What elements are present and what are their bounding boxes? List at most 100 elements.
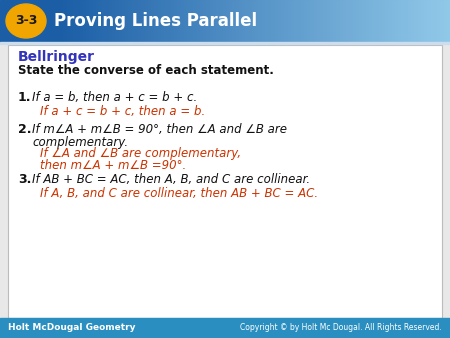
Bar [203,0,207,42]
Bar [197,0,200,42]
Bar [0,42,450,44]
Text: If a = b, then a + c = b + c.: If a = b, then a + c = b + c. [32,91,197,104]
Bar [388,0,392,42]
Bar [323,0,327,42]
Bar [427,0,431,42]
Bar [80,0,83,42]
Bar [320,0,324,42]
Bar [359,0,363,42]
Bar [265,0,269,42]
Bar [200,0,203,42]
Bar [73,0,77,42]
FancyBboxPatch shape [8,45,442,318]
Bar [242,0,246,42]
Bar [284,0,288,42]
Bar [440,0,444,42]
Bar [418,0,421,42]
Bar [135,0,139,42]
Bar [93,0,96,42]
Bar [161,0,165,42]
Bar [167,0,171,42]
Bar [288,0,291,42]
Bar [213,0,216,42]
Bar [67,0,70,42]
Bar [0,318,450,338]
Bar [144,0,148,42]
Text: 1.: 1. [18,91,32,104]
Bar [414,0,418,42]
Ellipse shape [6,4,46,38]
Bar [60,0,64,42]
Text: 3.: 3. [18,173,32,186]
Bar [63,0,67,42]
Bar [336,0,340,42]
Bar [310,0,314,42]
Bar [232,0,236,42]
Text: Copyright © by Holt Mc Dougal. All Rights Reserved.: Copyright © by Holt Mc Dougal. All Right… [240,323,442,333]
Bar [252,0,256,42]
Bar [317,0,320,42]
Bar [421,0,424,42]
Bar [346,0,350,42]
Text: complementary.: complementary. [32,136,128,149]
Bar [349,0,353,42]
Bar [125,0,129,42]
Text: Bellringer: Bellringer [18,50,95,64]
Bar [294,0,298,42]
Bar [128,0,132,42]
Bar [226,0,230,42]
Bar [86,0,90,42]
Bar [408,0,411,42]
Bar [375,0,379,42]
Bar [148,0,152,42]
Bar [278,0,282,42]
Bar [333,0,337,42]
Bar [83,0,86,42]
Bar [352,0,356,42]
Bar [122,0,126,42]
Bar [401,0,405,42]
Bar [187,0,190,42]
Bar [184,0,187,42]
Bar [219,0,223,42]
Bar [343,0,346,42]
Bar [258,0,262,42]
Text: If AB + BC = AC, then A, B, and C are collinear.: If AB + BC = AC, then A, B, and C are co… [32,173,310,186]
Bar [245,0,249,42]
Bar [356,0,360,42]
Text: then m∠A + m∠B =90°.: then m∠A + m∠B =90°. [40,159,186,172]
Bar [112,0,116,42]
Text: Proving Lines Parallel: Proving Lines Parallel [54,12,257,30]
Bar [274,0,278,42]
Bar [327,0,330,42]
Bar [171,0,174,42]
Bar [434,0,437,42]
Bar [378,0,382,42]
Text: Holt McDougal Geometry: Holt McDougal Geometry [8,323,135,333]
Bar [424,0,428,42]
Text: If a + c = b + c, then a = b.: If a + c = b + c, then a = b. [40,105,205,118]
Bar [385,0,389,42]
Bar [297,0,301,42]
Bar [431,0,434,42]
Bar [70,0,73,42]
Bar [154,0,158,42]
Bar [235,0,239,42]
Bar [268,0,272,42]
Bar [261,0,265,42]
Bar [216,0,220,42]
Bar [372,0,376,42]
Bar [447,0,450,42]
Text: 2.: 2. [18,123,32,136]
Bar [158,0,161,42]
Bar [222,0,226,42]
Bar [99,0,103,42]
Text: State the converse of each statement.: State the converse of each statement. [18,65,274,77]
Bar [392,0,395,42]
Bar [281,0,285,42]
Bar [395,0,399,42]
Bar [255,0,259,42]
Bar [307,0,311,42]
Bar [105,0,109,42]
Text: 3-3: 3-3 [15,15,37,27]
